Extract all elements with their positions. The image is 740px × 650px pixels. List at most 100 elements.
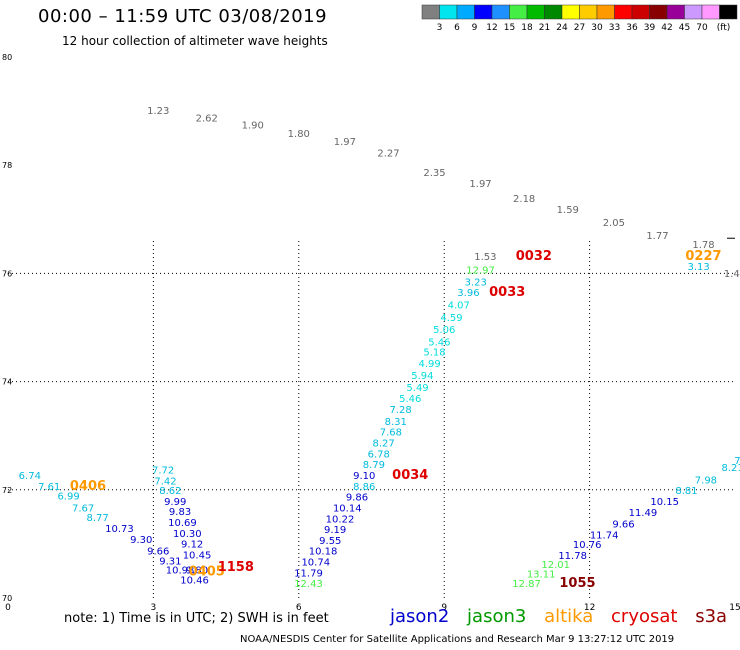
wave-height-label: 8.77 <box>87 513 109 524</box>
wave-height-label: 8.62 <box>159 486 181 497</box>
wave-height-label: 5.46 <box>399 394 421 405</box>
x-tick-label: 3 <box>151 603 157 613</box>
wave-height-label: 1.23 <box>147 106 169 117</box>
wave-height-label: 1.97 <box>334 137 356 148</box>
sat-legend-jason2: jason2 <box>390 606 450 627</box>
wave-height-label: 10.76 <box>573 540 602 551</box>
color-scale-label: 27 <box>574 23 585 33</box>
wave-height-label: 11.74 <box>590 530 619 541</box>
note-text: note: 1) Time is in UTC; 2) SWH is in fe… <box>64 611 329 626</box>
wave-height-label: 8.86 <box>353 482 375 493</box>
color-swatch <box>719 4 738 20</box>
color-scale-label: 39 <box>644 23 656 33</box>
color-scale-label: 6 <box>454 23 460 33</box>
wave-height-label: 5.46 <box>428 337 450 348</box>
pass-time-label: 0227 <box>685 249 721 264</box>
wave-height-label: 4.99 <box>419 359 441 370</box>
wave-height-label: 10.69 <box>168 518 197 529</box>
chart-title: 00:00 – 11:59 UTC 03/08/2019 <box>38 6 328 27</box>
wave-height-label: 7.67 <box>72 503 94 514</box>
y-tick-label: 80 <box>2 53 12 62</box>
color-scale-label: 12 <box>486 23 497 33</box>
color-scale-unit: (ft) <box>717 23 731 33</box>
color-scale-label: 33 <box>609 23 620 33</box>
wave-height-label: 10.14 <box>333 503 362 514</box>
wave-height-label: 13.11 <box>527 569 556 580</box>
color-scale-label: 24 <box>556 23 568 33</box>
wave-height-label: 1.41 <box>724 269 740 280</box>
wave-height-label: 4.07 <box>448 301 470 312</box>
pass-time-label: 1055 <box>559 576 595 591</box>
color-scale-label: 30 <box>591 23 603 33</box>
y-tick-label: 70 <box>2 594 12 603</box>
chart-subtitle: 12 hour collection of altimeter wave hei… <box>62 34 328 48</box>
wave-height-label: 12.43 <box>294 579 323 590</box>
x-tick-label: 0 <box>5 603 11 613</box>
wave-height-label: 4.59 <box>440 313 462 324</box>
wave-height-label: 1.78 <box>692 240 714 251</box>
color-scale-label: 45 <box>679 23 690 33</box>
wave-height-label: 8.79 <box>363 460 385 471</box>
wave-height-label: 7.72 <box>152 466 174 477</box>
wave-height-label: 6.78 <box>368 449 390 460</box>
wave-height-label: 10.98 <box>166 566 195 577</box>
wave-height-label: 8.81 <box>675 486 697 497</box>
wave-height-label: 3.13 <box>688 262 710 273</box>
color-scale-label: 70 <box>696 23 708 33</box>
wave-height-label: 2.18 <box>513 194 535 205</box>
wave-height-label: 9.83 <box>169 507 191 518</box>
wave-height-label: 5.18 <box>423 348 445 359</box>
wave-height-label: 1.59 <box>557 205 579 216</box>
sat-legend-altika: altika <box>544 606 594 627</box>
wave-height-label: 9.66 <box>147 547 169 558</box>
wave-height-label: 11.79 <box>294 568 323 579</box>
wave-height-label: 3.96 <box>457 288 479 299</box>
wave-height-label: 2.05 <box>603 218 625 229</box>
color-scale-label: 21 <box>539 23 550 33</box>
pass-time-label: 0033 <box>489 285 525 300</box>
wave-height-label: 9.55 <box>319 536 341 547</box>
wave-height-label: 7.42 <box>154 476 176 487</box>
wave-height-label: 7.68 <box>380 428 402 439</box>
wave-height-label: 8.31 <box>385 417 407 428</box>
color-scale-label: 9 <box>472 23 478 33</box>
color-scale-label: 15 <box>504 23 515 33</box>
wave-height-label: 2.62 <box>196 113 218 124</box>
wave-height-label: 9.99 <box>164 497 186 508</box>
wave-height-label: 10.30 <box>173 529 202 540</box>
wave-height-label: 8.27 <box>372 439 394 450</box>
wave-height-label: 9.30 <box>130 535 152 546</box>
wave-height-label: 11.49 <box>629 508 658 519</box>
wave-height-label: 10.45 <box>183 551 212 562</box>
y-tick-label: 72 <box>2 486 12 495</box>
wave-height-label: 8.21 <box>721 463 740 474</box>
satellite-legend: jason2 jason3 altika cryosat s3a <box>390 606 739 627</box>
wave-height-label: 5.06 <box>433 325 455 336</box>
wave-height-label: 6.99 <box>57 492 79 503</box>
x-tick-label: 15 <box>729 603 740 613</box>
wave-height-label: 7.28 <box>389 405 411 416</box>
footer-credit: NOAA/NESDIS Center for Satellite Applica… <box>240 634 675 645</box>
sat-legend-cryosat: cryosat <box>611 606 678 627</box>
pass-time-label: 0032 <box>516 249 552 264</box>
color-scale-label: 3 <box>437 23 443 33</box>
wave-height-label: 1.80 <box>288 129 310 140</box>
wave-height-label: 9.12 <box>181 540 203 551</box>
wave-height-label: 12.97 <box>466 265 495 276</box>
pass-time-label: 0405 <box>189 564 225 579</box>
wave-height-label: 9.31 <box>159 556 181 567</box>
wave-height-label: 1.53 <box>474 252 496 263</box>
wave-height-label: 9.66 <box>612 520 634 531</box>
sat-legend-jason3: jason3 <box>467 606 527 627</box>
color-scale-label: 36 <box>626 23 638 33</box>
pass-time-label: 1158 <box>218 560 254 575</box>
y-tick-label: 76 <box>2 269 12 278</box>
wave-height-label: 10.73 <box>105 524 134 535</box>
color-scale-label: 42 <box>661 23 672 33</box>
wave-height-label: 11.78 <box>558 551 587 562</box>
y-tick-label: 74 <box>2 378 12 387</box>
wave-height-label: 7.98 <box>695 475 717 486</box>
wave-height-label: 6.74 <box>19 471 41 482</box>
color-scale-legend: 3 6 9 12 15 18 21 24 27 30 33 36 39 42 45 70 (ft) <box>421 4 738 33</box>
wave-height-label: 9.19 <box>324 525 346 536</box>
